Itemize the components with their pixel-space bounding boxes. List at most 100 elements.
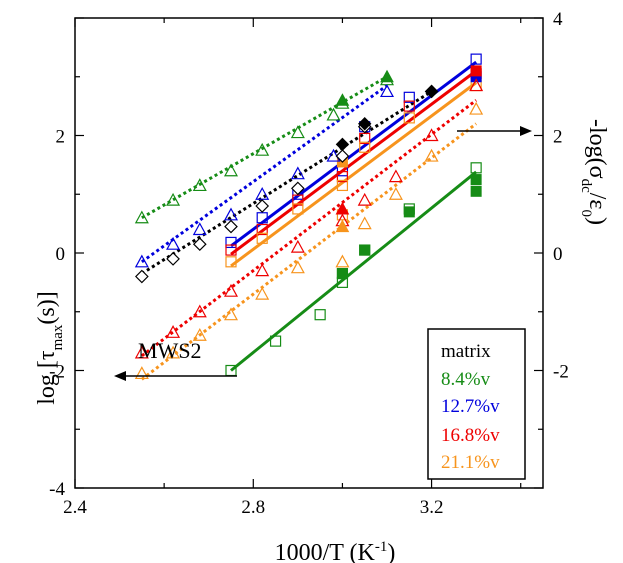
sigma-point-open — [255, 286, 270, 300]
sigma-point-open — [290, 166, 305, 180]
sigma-point-open — [134, 345, 149, 359]
sigma-point-open — [166, 192, 181, 206]
sigma-point-open — [134, 210, 149, 224]
y-right-tick-label: -2 — [553, 362, 569, 383]
y-left-tick-label: 2 — [56, 127, 66, 148]
sigma-point-open — [192, 327, 207, 341]
sigma-point-open — [255, 199, 270, 213]
legend-box — [427, 328, 526, 480]
y-right-tick-label: 2 — [553, 127, 563, 148]
x-tick-label: 3.2 — [420, 497, 444, 518]
tau-point-filled — [470, 174, 482, 186]
tau-point-open — [225, 244, 237, 256]
data-points — [134, 53, 484, 380]
sigma-point-filled — [335, 137, 350, 152]
tau-fit-line — [230, 69, 478, 256]
sigma-point-open — [223, 307, 239, 321]
sigma-point-open — [192, 222, 207, 236]
sigma-point-open — [192, 304, 207, 318]
sigma-point-open — [469, 101, 484, 115]
tau-point-open — [336, 179, 349, 192]
tau-point-filled — [403, 206, 415, 218]
tau-point-filled — [359, 244, 371, 256]
sigma-point-filled — [335, 201, 350, 215]
sigma-point-open — [388, 169, 403, 183]
legend-entry-12-7: 12.7%v — [441, 396, 500, 417]
sigma-point-filled — [335, 219, 350, 233]
y-left-tick-label: -4 — [49, 479, 65, 500]
legend-entry-16-8: 16.8%v — [441, 425, 500, 446]
sigma-point-open — [290, 260, 305, 274]
y-axis-left-title: log [τmax(s)] — [34, 291, 66, 404]
tau-point-filled — [470, 185, 482, 197]
tau-point-open — [403, 91, 415, 103]
tau-point-open — [403, 100, 415, 112]
sigma-point-open — [135, 269, 149, 284]
sigma-point-open — [223, 163, 239, 177]
sigma-point-filled — [335, 93, 350, 106]
sigma-point-filled — [424, 84, 439, 99]
x-tick-label: 2.8 — [241, 497, 265, 518]
tau-point-open — [225, 256, 237, 268]
sigma-point-open — [424, 148, 439, 162]
sigma-point-open — [335, 149, 350, 163]
sigma-point-open — [255, 263, 270, 277]
annotation-mws2: MWS2 — [138, 338, 202, 363]
sigma-point-open — [469, 78, 484, 92]
sigma-point-open — [166, 252, 180, 266]
y-axis-right-title: -log(σdc/ε0) — [578, 119, 610, 225]
sigma-point-open — [255, 186, 270, 200]
tau-point-open — [256, 232, 268, 244]
x-axis-title: 1000/T (K-1) — [275, 539, 396, 563]
sigma-fit-line — [140, 99, 478, 358]
sigma-point-open — [388, 186, 403, 200]
sigma-point-open — [224, 219, 238, 234]
tau-fit-line — [230, 170, 478, 372]
sigma-point-filled — [358, 117, 372, 131]
sigma-point-open — [192, 178, 207, 192]
sigma-point-open — [192, 237, 207, 252]
tau-point-open — [470, 162, 482, 174]
tau-fit-line — [230, 81, 478, 268]
tau-point-open — [292, 203, 304, 215]
x-tick-label: 2.4 — [63, 497, 87, 518]
fit-lines — [140, 60, 478, 381]
tau-point-open — [403, 112, 415, 124]
y-left-tick-label: -2 — [49, 362, 65, 383]
legend-entry-21-1: 21.1%v — [441, 452, 500, 473]
sigma-point-open — [290, 239, 305, 253]
sigma-point-open — [357, 192, 372, 206]
sigma-fit-line — [140, 84, 388, 264]
tau-point-open — [359, 141, 371, 153]
sigma-point-open — [134, 254, 149, 268]
tau-point-open — [470, 53, 482, 65]
legend-title: matrix — [441, 341, 491, 362]
tau-point-open — [269, 335, 282, 347]
sigma-point-open — [166, 325, 181, 338]
legend: matrix 8.4%v 12.7%v 16.8%v 21.1%v — [427, 328, 526, 480]
sigma-point-open — [223, 283, 239, 297]
tau-point-filled — [470, 65, 482, 77]
tau-point-open — [225, 236, 237, 249]
sigma-fit-line — [140, 122, 478, 381]
sigma-point-open — [326, 107, 341, 121]
tau-point-filled — [336, 268, 348, 280]
sigma-point-filled — [380, 69, 394, 83]
sigma-point-open — [255, 142, 270, 156]
arrow-left-annotation — [114, 371, 237, 381]
axis-ticks: 2.4 2.8 3.2 -4 -2 0 2 -2 0 2 4 — [49, 9, 569, 518]
y-right-tick-label: 4 — [553, 9, 563, 30]
y-right-tick-label: 0 — [553, 244, 563, 265]
sigma-point-open — [134, 366, 149, 380]
sigma-point-open — [166, 236, 181, 250]
tau-point-open — [314, 309, 326, 321]
sigma-point-open — [335, 254, 350, 268]
sigma-point-open — [166, 345, 181, 359]
tau-point-open — [336, 171, 349, 183]
legend-entry-8-4: 8.4%v — [441, 369, 491, 390]
sigma-point-open — [290, 125, 305, 139]
sigma-point-open — [424, 128, 439, 142]
sigma-point-open — [291, 181, 305, 196]
sigma-point-open — [357, 216, 372, 230]
